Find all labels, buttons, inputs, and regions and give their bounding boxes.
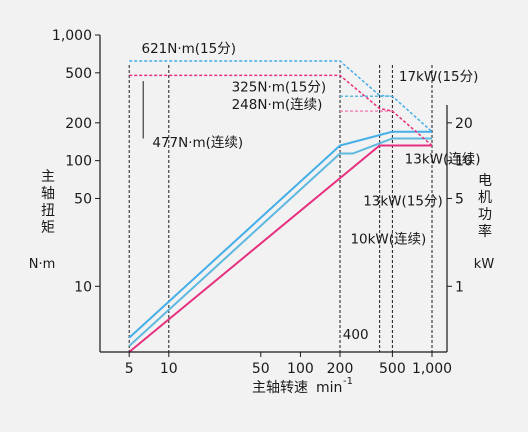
x-tick-label-3: 100: [287, 361, 314, 377]
annotation-8: 400: [343, 327, 369, 343]
left-y-label-3: 扭: [41, 203, 55, 219]
x-tick-label-5: 500: [379, 361, 406, 377]
x-tick-label-2: 50: [252, 361, 270, 377]
annotation-1: 325N·m(15分): [232, 80, 327, 96]
x-axis-unit-exponent: -1: [343, 376, 353, 387]
y-tick-label-5: 1,000: [52, 28, 92, 44]
y-tick-label-3: 200: [65, 116, 92, 132]
annotation-5: 13kW(连续): [405, 151, 481, 167]
right-y-label-4: 率: [478, 223, 492, 240]
right-y-label-1: 电: [478, 173, 492, 189]
x-tick-label-4: 200: [327, 361, 354, 377]
y2-tick-label-0: 1: [455, 279, 464, 295]
x-axis-unit: min: [316, 380, 342, 396]
right-y-unit: kW: [474, 257, 495, 272]
y2-tick-label-2: 10: [455, 154, 473, 170]
series-line-0: [128, 130, 432, 339]
axes: [95, 34, 452, 357]
series-line-3: [129, 60, 433, 133]
y-tick-label-0: 10: [74, 279, 92, 295]
series-line-4: [129, 74, 433, 147]
annotations: 621N·m(15分) 325N·m(15分)248N·m(连续) 477N·m(连…: [141, 41, 480, 343]
tick-labels: 5 10 50 100 200 500 1,00010501002005001,000151…: [52, 28, 473, 377]
series-lines: [128, 60, 433, 353]
annotation-0: 621N·m(15分): [141, 41, 236, 57]
left-y-unit: N·m: [29, 257, 56, 272]
y-tick-label-4: 500: [65, 66, 92, 82]
left-y-label-1: 主: [41, 169, 55, 185]
x-tick-label-0: 5: [125, 361, 134, 377]
right-y-label-2: 机: [478, 190, 492, 206]
series-line-2: [128, 144, 432, 353]
annotation-6: 13kW(15分): [363, 193, 443, 209]
x-axis-title: 主轴转速: [252, 380, 308, 396]
x-tick-label-1: 10: [160, 361, 178, 377]
annotation-3: 477N·m(连续): [152, 135, 243, 151]
right-y-label-3: 功: [478, 207, 492, 223]
annotation-7: 10kW(连续): [350, 231, 426, 247]
guide-lines: [128, 65, 433, 352]
annotation-2: 248N·m(连续): [232, 97, 323, 113]
x-tick-label-6: 1,000: [412, 361, 452, 377]
annotation-4: 17kW(15分): [399, 69, 479, 85]
left-y-label-4: 矩: [41, 220, 55, 236]
y-tick-label-1: 50: [74, 191, 92, 207]
y2-tick-label-1: 5: [455, 191, 464, 207]
y2-tick-label-3: 20: [455, 116, 473, 132]
y-tick-label-2: 100: [65, 154, 92, 170]
left-y-label-2: 轴: [41, 186, 55, 202]
series-line-1: [128, 137, 432, 347]
